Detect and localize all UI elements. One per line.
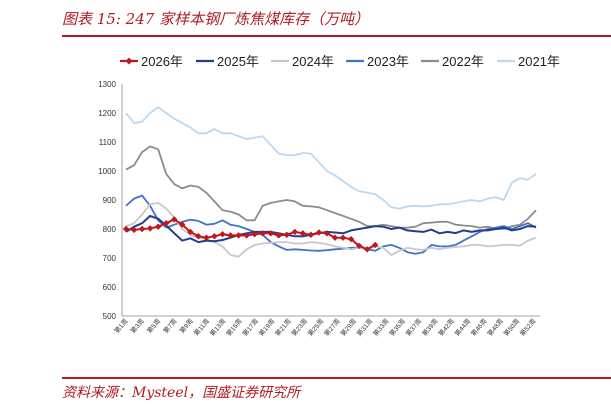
x-tick-label: 第48周: [485, 317, 505, 338]
x-tick-label: 第15周: [224, 317, 244, 338]
data-point: [347, 235, 355, 243]
x-tick-label: 第19周: [257, 317, 277, 338]
y-tick-label: 800: [103, 225, 117, 234]
legend-label: 2023年: [367, 54, 409, 69]
y-tick-label: 700: [103, 254, 117, 263]
data-point: [138, 225, 146, 233]
x-tick-label: 第42周: [436, 317, 456, 338]
data-point: [339, 234, 347, 241]
y-tick-label: 1300: [98, 80, 116, 89]
x-tick-label: 第29周: [338, 317, 358, 338]
data-point: [187, 228, 194, 236]
y-tick-label: 500: [103, 312, 117, 321]
data-point: [243, 232, 250, 239]
y-tick-label: 1200: [98, 109, 116, 118]
data-point: [130, 226, 138, 234]
series-line-2021年: [125, 106, 537, 210]
x-tick-label: 第35周: [387, 317, 407, 338]
data-point: [195, 233, 202, 240]
series-line-2025年: [125, 214, 537, 244]
figure-title: 图表 15: 247 家样本钢厂炼焦煤库存（万吨）: [62, 10, 370, 28]
data-point: [331, 234, 339, 241]
x-tick-label: 第3周: [128, 317, 146, 336]
data-point: [235, 232, 242, 239]
x-tick-label: 第23周: [289, 317, 309, 338]
data-point: [291, 228, 299, 236]
x-tick-label: 第44周: [452, 317, 472, 338]
legend-item: 2023年: [346, 54, 409, 69]
x-tick-label: 第39周: [420, 317, 440, 338]
data-point: [372, 241, 379, 249]
series-line-2026年: [125, 218, 376, 251]
legend-label: 2024年: [292, 54, 334, 69]
x-tick-label: 第46周: [469, 317, 489, 338]
chart-legend: 2026年 2025年 2024年 2023年 2022年 2021年: [120, 54, 560, 69]
data-point: [259, 230, 266, 237]
y-tick-label: 600: [103, 283, 117, 292]
data-point: [146, 225, 154, 232]
y-tick-label: 1000: [98, 167, 116, 176]
data-point: [275, 232, 282, 239]
x-tick-label: 第11周: [192, 317, 212, 338]
data-point: [355, 242, 363, 250]
legend-label: 2021年: [518, 54, 560, 69]
data-point: [171, 216, 178, 223]
data-point: [315, 229, 323, 236]
x-tick-label: 第5周: [145, 317, 163, 336]
source-note: 资料来源：Mysteel，国盛证券研究所: [62, 385, 301, 401]
data-point: [307, 231, 315, 238]
x-tick-label: 第7周: [161, 317, 179, 336]
data-point: [227, 232, 234, 239]
plot-area: [122, 106, 537, 258]
legend-label: 2026年: [141, 54, 183, 69]
data-point: [122, 225, 130, 233]
series-line-2023年: [125, 194, 537, 255]
data-point: [163, 220, 170, 227]
legend-label: 2025年: [217, 54, 259, 69]
x-axis: 第1周 第3周 第5周 第7周 第9周第11周第13周第15周第17周第19周第21周第…: [112, 315, 540, 338]
x-tick-label: 第33周: [371, 317, 391, 338]
source-rule: [62, 377, 611, 379]
series-line-2024年: [125, 201, 537, 258]
data-point: [323, 230, 331, 237]
legend-item: 2022年: [421, 54, 484, 69]
x-tick-label: 第52周: [518, 317, 538, 338]
series-line-2022年: [125, 145, 537, 230]
data-point: [219, 231, 226, 238]
data-point: [203, 234, 210, 241]
x-tick-label: 第9周: [177, 317, 195, 336]
legend-item: 2024年: [271, 54, 334, 69]
legend-marker: [125, 57, 133, 65]
y-axis: 500 600 700 800 900 1000 1100 1200 1300: [98, 80, 123, 321]
data-point: [267, 230, 274, 237]
title-rule: [62, 35, 611, 37]
legend-item: 2025年: [196, 54, 259, 69]
data-point: [299, 230, 307, 237]
data-point: [283, 231, 290, 238]
x-tick-label: 第25周: [305, 317, 325, 338]
x-tick-label: 第50周: [501, 317, 521, 338]
legend-label: 2022年: [442, 54, 484, 69]
x-tick-label: 第31周: [354, 317, 374, 338]
x-tick-label: 第13周: [208, 317, 228, 338]
x-tick-label: 第17周: [240, 317, 260, 338]
data-point: [154, 223, 162, 230]
x-tick-label: 第27周: [322, 317, 342, 338]
legend-item: 2021年: [497, 54, 560, 69]
y-tick-label: 900: [103, 196, 117, 205]
x-tick-label: 第21周: [273, 317, 293, 338]
data-point: [251, 231, 258, 238]
y-tick-label: 1100: [99, 138, 117, 147]
data-point: [363, 246, 371, 253]
data-point: [179, 221, 186, 228]
data-point: [211, 233, 218, 240]
x-tick-label: 第37周: [403, 317, 423, 338]
legend-item: 2026年: [120, 54, 183, 69]
